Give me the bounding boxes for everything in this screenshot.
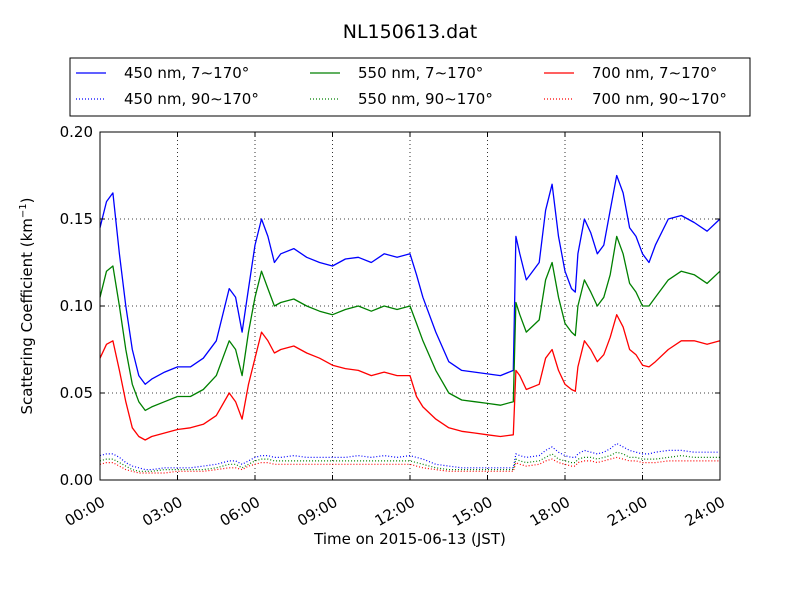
series-line-2 xyxy=(99,235,721,412)
legend-label: 700 nm, 90∼170° xyxy=(592,90,727,108)
legend-label: 700 nm, 7∼170° xyxy=(592,64,717,82)
x-axis-label: Time on 2015-06-13 (JST) xyxy=(313,530,506,548)
y-tick-label: 0.05 xyxy=(60,384,93,402)
y-axis-label: Scattering Coefficient (km−1) xyxy=(18,197,36,414)
y-tick-label: 0.10 xyxy=(60,297,93,315)
legend: 450 nm, 7∼170° 550 nm, 7∼170° 700 nm, 7∼17… xyxy=(69,57,751,117)
y-axis-label-close: ) xyxy=(18,197,36,203)
chart-title: NL150613.dat xyxy=(343,21,478,43)
y-axis-label-main: Scattering Coefficient (km xyxy=(18,218,36,414)
y-tick-label: 0.00 xyxy=(60,471,93,489)
series-line-4 xyxy=(99,442,720,471)
legend-label: 550 nm, 90∼170° xyxy=(358,90,493,108)
grid xyxy=(100,132,720,480)
legend-label: 550 nm, 7∼170° xyxy=(358,64,483,82)
y-tick-label: 0.15 xyxy=(60,210,93,228)
series-line-6 xyxy=(99,456,720,474)
y-axis-label-sup: −1 xyxy=(18,203,29,218)
legend-label: 450 nm, 7∼170° xyxy=(124,64,249,82)
legend-box xyxy=(69,57,751,117)
series-line-5 xyxy=(99,451,720,472)
series-layer xyxy=(99,174,721,474)
legend-label: 450 nm, 90∼170° xyxy=(124,90,259,108)
y-tick-label: 0.20 xyxy=(60,123,93,141)
series-line-3 xyxy=(99,314,721,441)
series-line-1 xyxy=(99,174,721,385)
